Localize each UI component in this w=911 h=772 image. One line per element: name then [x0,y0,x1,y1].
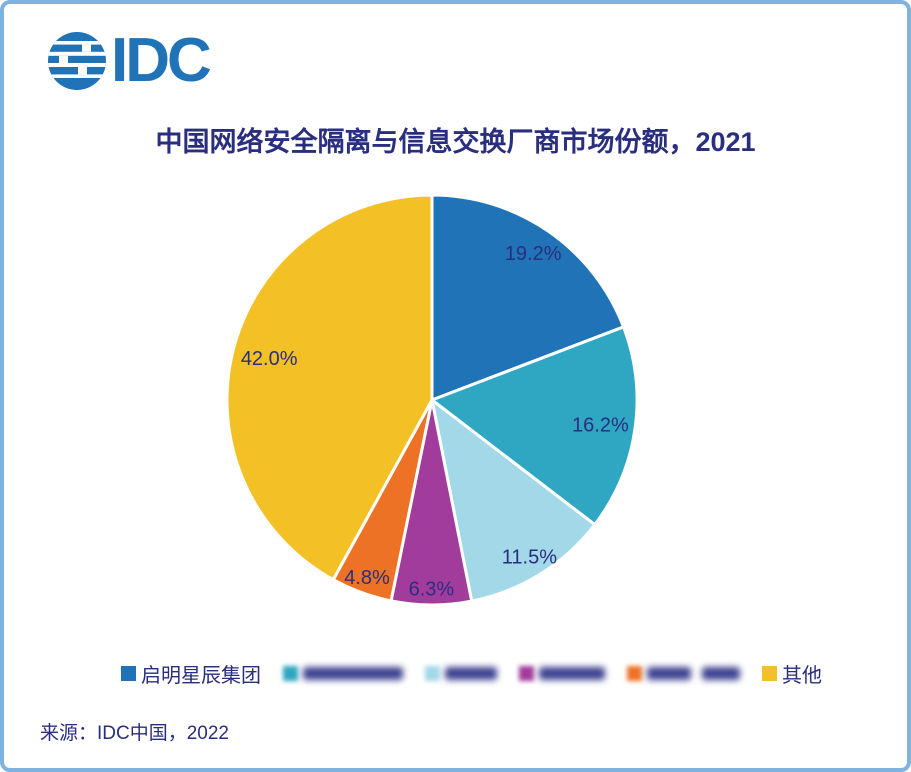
redacted-text-blob [303,667,403,680]
legend-item-4 [627,666,740,681]
legend-label-redacted [539,667,605,680]
pie-data-label-3: 6.3% [409,579,455,601]
legend-swatch-icon [425,666,440,681]
legend-label-redacted [647,667,740,680]
pie-slice-5 [225,193,434,582]
redacted-text-blob [445,667,497,680]
legend-swatch-icon [627,666,642,681]
source-note: 来源：IDC中国，2022 [40,723,229,744]
redacted-text-blob [539,667,605,680]
legend-label: 其他 [782,665,822,687]
pie-slice-0 [430,193,626,402]
legend-label-redacted [303,667,403,680]
legend-swatch-icon [762,666,777,681]
idc-logo-text: IDC [111,26,212,95]
redacted-text-blob [647,667,691,680]
legend-item-3 [519,666,605,681]
pie-chart: 19.2% 16.2% 11.5% 6.3% 4.8% 42.0% [225,193,639,607]
legend-label-redacted [445,667,497,680]
pie-slice-2 [430,398,597,603]
pie-data-label-4: 4.8% [344,567,390,589]
pie-data-label-5: 42.0% [241,348,298,370]
legend-item-5: 其他 [762,659,822,688]
legend-item-1 [283,666,403,681]
redacted-text-blob [702,667,740,680]
pie-data-label-1: 16.2% [572,415,629,437]
legend: 启明星辰集团 其他 [121,659,822,688]
pie-data-label-2: 11.5% [502,547,557,569]
chart-title: 中国网络安全隔离与信息交换厂商市场份额，2021 [155,127,756,157]
idc-globe-icon [48,32,106,90]
legend-label: 启明星辰集团 [141,665,261,687]
legend-swatch-icon [519,666,534,681]
legend-item-2 [425,666,497,681]
legend-item-0: 启明星辰集团 [121,659,261,688]
idc-logo: IDC [48,26,212,95]
legend-swatch-icon [283,666,298,681]
pie-data-label-0: 19.2% [505,243,562,265]
pie-slice-1 [430,325,639,527]
legend-swatch-icon [121,666,136,681]
